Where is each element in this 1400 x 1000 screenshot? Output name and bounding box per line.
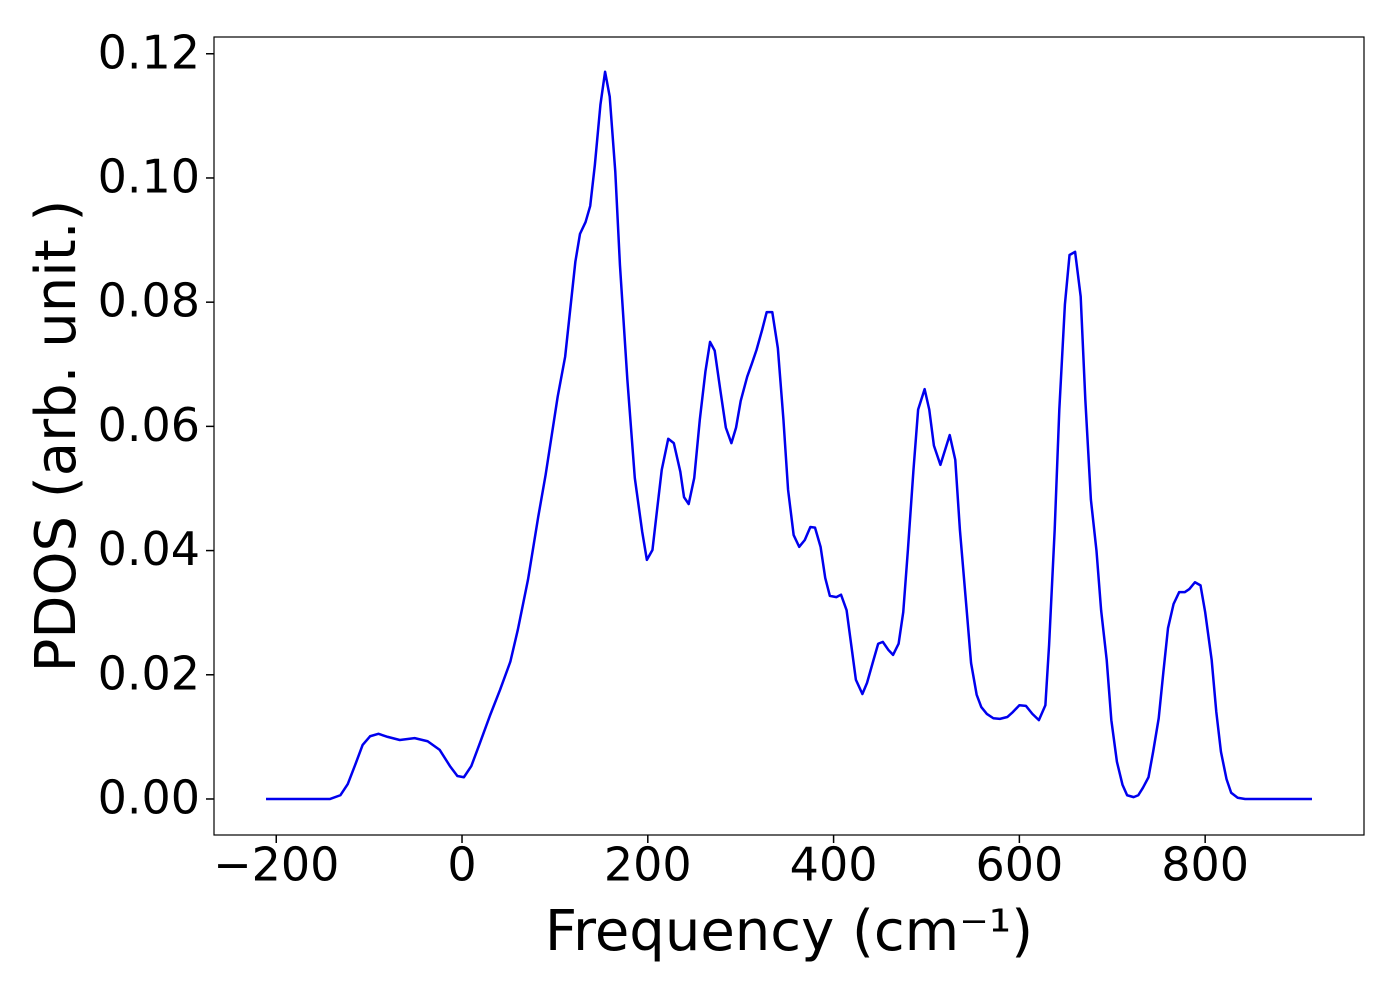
y-tick-label: 0.04 [98,522,200,576]
y-axis-label: PDOS (arb. unit.) [24,200,89,673]
y-tick-label: 0.12 [98,25,200,79]
y-tick-label: 0.00 [98,770,200,824]
y-tick-label: 0.06 [98,398,200,452]
plot-frame [213,36,1365,836]
data-line [266,70,1312,801]
x-tick-label: 0 [447,838,476,892]
x-tick-label: 800 [1161,838,1249,892]
x-tick-label: 600 [975,838,1063,892]
x-tick-label: 400 [790,838,878,892]
x-tick-label: 200 [604,838,692,892]
x-tick-label: −200 [213,838,339,892]
y-tick-label: 0.08 [98,274,200,328]
y-tick-label: 0.10 [98,149,200,203]
x-axis-label: Frequency (cm⁻¹) [545,899,1033,964]
y-tick-label: 0.02 [98,646,200,700]
